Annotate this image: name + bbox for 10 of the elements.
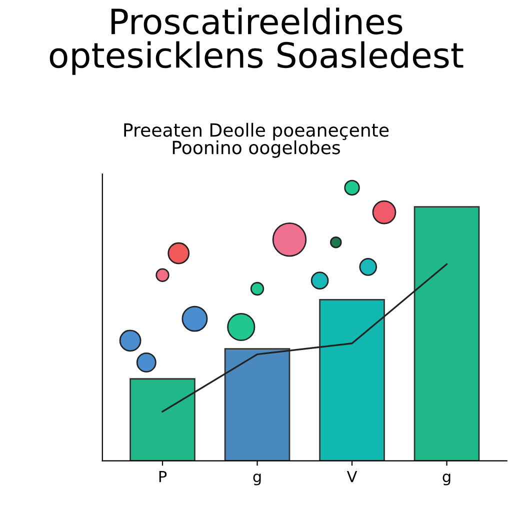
- chart-subtitle: Preeaten Deolle poeaneçente Poonino oogelobes: [124, 122, 389, 158]
- bar: [414, 206, 480, 461]
- chart-title: Proscatireeldines optesicklens Soasledest: [50, 8, 464, 75]
- x-tick-label: g: [253, 474, 261, 486]
- bar: [224, 348, 290, 461]
- x-tick-label: V: [346, 470, 358, 482]
- bar: [130, 378, 196, 461]
- bar: [319, 298, 385, 461]
- x-tick-label: P: [159, 470, 167, 482]
- x-tick-label: g: [442, 474, 450, 486]
